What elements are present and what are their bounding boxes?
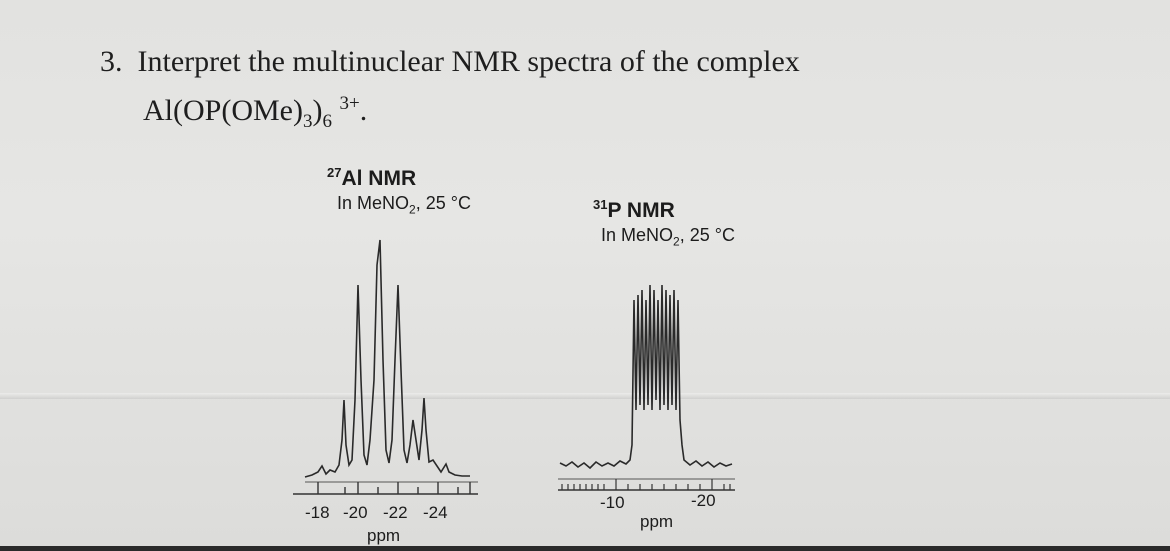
p-tick-label: -10	[600, 493, 625, 512]
p-solvent-label: In MeNO2, 25 °C	[601, 225, 735, 249]
al-solvent-suffix: , 25 °C	[415, 193, 471, 213]
p-axis-unit: ppm	[640, 512, 673, 531]
formula-prefix: Al(OP(OMe)	[143, 94, 303, 127]
al-tick-label: -18	[305, 503, 330, 522]
al-tick-label: -20	[343, 503, 368, 522]
complex-formula: Al(OP(OMe)3)6 3+.	[143, 86, 367, 140]
al-tick-label: -24	[423, 503, 448, 522]
al-title-main: Al NMR	[341, 167, 417, 190]
al-tick-label: -22	[383, 503, 408, 522]
al-axis-unit: ppm	[367, 526, 400, 545]
formula-end: .	[359, 94, 368, 127]
question-text: Interpret the multinuclear NMR spectra o…	[137, 45, 800, 78]
p-tick-label: -20	[691, 491, 716, 510]
p-solvent-suffix: , 25 °C	[679, 225, 735, 245]
paper-fold	[0, 393, 1170, 399]
formula-mid: )	[312, 94, 323, 127]
al-spectrum-title: 27Al NMR	[327, 165, 416, 191]
p-solvent-prefix: In MeNO	[601, 225, 674, 245]
p-axis-ticks	[561, 479, 731, 490]
formula-charge: 3+	[339, 93, 360, 114]
p-title-isotope: 31	[593, 197, 608, 212]
al-solvent-sub: 2	[409, 202, 416, 217]
p-solvent-sub: 2	[673, 234, 680, 249]
al-title-isotope: 27	[327, 165, 342, 180]
p-spectrum-trace	[559, 284, 733, 470]
al-axis-ticks	[317, 482, 471, 494]
al-spectrum-trace	[304, 239, 470, 478]
photo-bottom-edge	[0, 546, 1170, 551]
question-number: 3. Interpret the multinuclear NMR spectr…	[100, 44, 800, 80]
question-number-text: 3.	[100, 45, 123, 78]
al-solvent-prefix: In MeNO	[337, 193, 410, 213]
p-title-main: P NMR	[607, 199, 675, 222]
formula-sub2: 6	[322, 111, 332, 132]
al-solvent-label: In MeNO2, 25 °C	[337, 193, 471, 217]
formula-sub1: 3	[302, 111, 313, 132]
p-spectrum-title: 31P NMR	[593, 197, 675, 223]
